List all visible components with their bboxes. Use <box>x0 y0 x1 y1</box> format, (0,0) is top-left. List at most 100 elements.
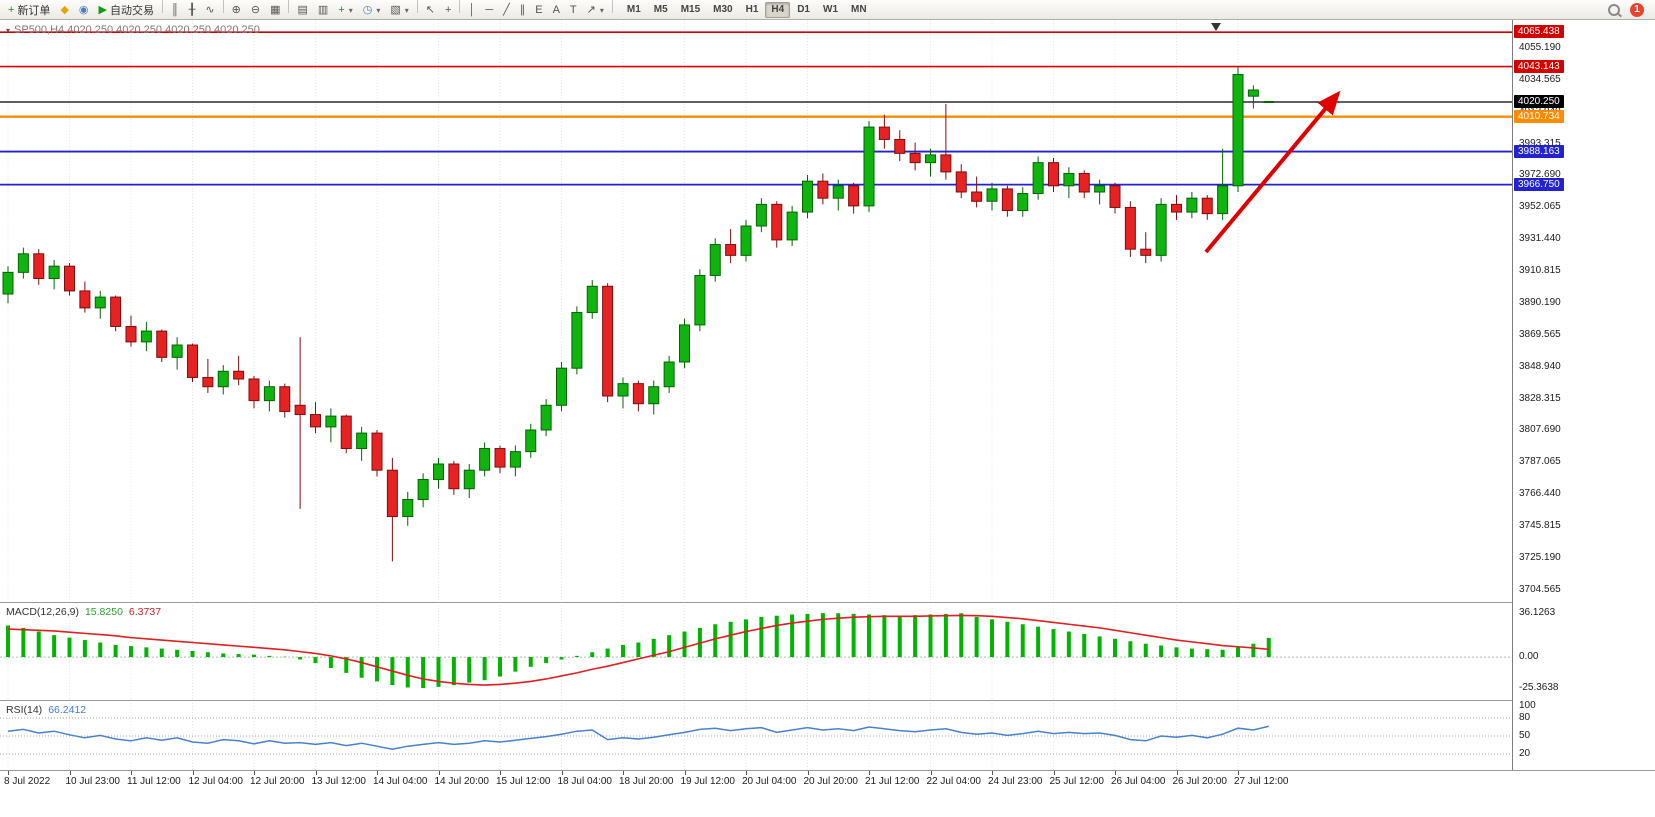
time-axis-label: 14 Jul 20:00 <box>434 776 490 787</box>
zoom-out-icon-glyph: ⊖ <box>250 4 261 16</box>
trendline-icon[interactable]: ╱ <box>498 1 515 19</box>
time-tick <box>315 771 317 775</box>
timeframe-d1[interactable]: D1 <box>797 3 810 15</box>
timeframe-group: M1 M5 M15 M30 H1 H4 D1 W1 MN <box>621 1 873 18</box>
time-tick <box>807 771 809 775</box>
arrange-charts-icon-glyph: ▤ <box>297 4 308 16</box>
toolbar-separator <box>161 0 163 13</box>
time-axis-label: 12 Jul 20:00 <box>250 776 305 787</box>
price-level-badge[interactable]: 4043.143 <box>1514 59 1564 73</box>
new-order-button[interactable]: + 新订单 <box>3 1 55 19</box>
fibonacci-icon-glyph: E <box>535 4 543 16</box>
time-tick <box>1238 771 1239 775</box>
bar-chart-icon[interactable]: ║ <box>166 1 184 19</box>
price-tick-label: 4055.190 <box>1519 41 1561 53</box>
time-tick <box>869 771 870 775</box>
add-indicator-button[interactable]: + ▾ <box>333 1 357 19</box>
time-axis-label: 12 Jul 04:00 <box>188 776 244 787</box>
label-icon[interactable]: T <box>565 1 582 19</box>
channel-icon-glyph: ∥ <box>519 4 526 16</box>
price-chart-panel[interactable] <box>0 20 1512 602</box>
text-icon[interactable]: A <box>548 1 565 19</box>
price-level-badge[interactable]: 4020.250 <box>1514 94 1564 108</box>
chart-shift-icon[interactable]: ▥ <box>313 1 333 19</box>
arrange-charts-icon[interactable]: ▤ <box>292 1 312 19</box>
candles <box>2 66 1274 562</box>
price-tick-label: 3766.440 <box>1519 488 1561 500</box>
timeframe-mn[interactable]: MN <box>851 3 867 15</box>
macd-histogram <box>6 613 1271 688</box>
vertical-line-icon[interactable]: │ <box>463 1 480 19</box>
timeframe-h1[interactable]: H1 <box>745 3 759 15</box>
panel-separator[interactable] <box>0 700 1655 701</box>
price-tick-label: 3993.315 <box>1519 137 1561 149</box>
templates-button[interactable]: ▧ ▾ <box>385 1 413 19</box>
price-axis[interactable]: 4055.1904034.5654013.9403993.3153972.690… <box>1512 20 1655 770</box>
trendline-icon-glyph: ╱ <box>503 4 510 16</box>
caret-down-icon: ▾ <box>376 5 381 15</box>
price-level-badge[interactable]: 3988.163 <box>1514 144 1564 158</box>
rsi-panel[interactable] <box>0 700 1512 770</box>
panel-separator[interactable] <box>0 602 1655 603</box>
price-tick-label: 3787.065 <box>1519 456 1561 468</box>
search-icon[interactable] <box>1608 3 1620 16</box>
time-axis-label: 10 Jul 23:00 <box>65 776 121 787</box>
new-order-button-label: 新订单 <box>17 5 51 17</box>
rsi-tick-label: 50 <box>1519 730 1531 741</box>
zoom-in-icon[interactable]: ⊕ <box>227 1 246 19</box>
timeframe-m15[interactable]: M15 <box>680 3 701 15</box>
time-axis-label: 27 Jul 12:00 <box>1234 776 1289 787</box>
price-tick-label: 3952.065 <box>1519 201 1561 213</box>
tile-windows-icon[interactable]: ▦ <box>265 1 285 19</box>
price-level-badge[interactable]: 4010.734 <box>1514 109 1564 123</box>
notification-badge[interactable]: 1 <box>1630 2 1644 17</box>
price-level-badge[interactable]: 4065.438 <box>1514 25 1564 39</box>
macd-panel[interactable] <box>0 602 1512 700</box>
cursor-icon[interactable]: ↖ <box>421 1 440 19</box>
crosshair-icon[interactable]: + <box>440 1 456 19</box>
period-button[interactable]: ◷ ▾ <box>358 1 386 19</box>
zoom-out-icon[interactable]: ⊖ <box>246 1 265 19</box>
rsi-indicator-label: RSI(14) 66.2412 <box>6 704 86 716</box>
arrows-icon-glyph: ↗ <box>586 4 596 16</box>
time-tick <box>69 771 71 775</box>
time-tick <box>1176 771 1178 775</box>
rsi-line <box>7 725 1269 750</box>
symbol-ohlc-label: ▾ SP500,H4 4020.250 4020.250 4020.250 40… <box>6 24 260 36</box>
time-tick <box>746 771 747 775</box>
line-chart-icon[interactable]: ∿ <box>200 1 219 19</box>
price-tick-label: 3807.690 <box>1519 424 1561 436</box>
arrows-icon[interactable]: ↗ ▾ <box>582 1 609 19</box>
toolbar-separator <box>459 0 461 13</box>
price-tick-label: 3890.190 <box>1519 296 1561 308</box>
trend-arrow-annotation[interactable] <box>1204 90 1341 254</box>
candlestick-chart-icon[interactable]: ╂ <box>184 1 201 19</box>
toolbar-separator <box>611 0 613 13</box>
price-level-badge[interactable]: 3966.750 <box>1514 177 1564 191</box>
autotrading-button[interactable]: ▶ 自动交易 <box>94 1 159 19</box>
price-tick-label: 3972.690 <box>1519 169 1561 181</box>
timeframe-h4[interactable]: H4 <box>765 1 791 18</box>
time-tick <box>561 771 563 775</box>
price-tick-label: 3931.440 <box>1519 233 1561 245</box>
time-axis[interactable]: 8 Jul 2022 10 Jul 23:00 11 Jul 12:00 12 Jul… <box>0 770 1655 817</box>
line-chart-icon-glyph: ∿ <box>205 4 215 16</box>
price-level-lines[interactable] <box>0 31 1512 186</box>
chart-shift-marker[interactable] <box>1211 23 1221 31</box>
toolbar-separator <box>288 0 290 13</box>
timeframe-m30[interactable]: M30 <box>713 3 733 15</box>
channel-icon[interactable]: ∥ <box>515 1 531 19</box>
profiles-icon[interactable]: ◉ <box>74 1 94 19</box>
fibonacci-icon[interactable]: E <box>530 1 547 19</box>
favorites-icon[interactable]: ◆ <box>55 1 73 19</box>
macd-tick-label: 36.1263 <box>1519 607 1556 619</box>
time-tick <box>131 771 132 775</box>
time-axis-label: 26 Jul 20:00 <box>1172 776 1228 787</box>
timeframe-m5[interactable]: M5 <box>653 3 668 15</box>
timeframe-m1[interactable]: M1 <box>626 3 641 15</box>
toolbar-left: + 新订单 ◆ ◉ ▶ 自动交易 ║ ╂ ∿ ⊕ ⊖ ▦ ▤ ▥ + ▾ ◷ ▾ ▧ ▾ ↖ + │ ─ ╱ ∥ E A T ↗ ▾ <box>3 0 616 19</box>
horizontal-line-icon[interactable]: ─ <box>480 1 498 19</box>
time-tick <box>8 771 9 775</box>
toolbar-separator <box>222 0 224 13</box>
timeframe-w1[interactable]: W1 <box>823 3 838 15</box>
